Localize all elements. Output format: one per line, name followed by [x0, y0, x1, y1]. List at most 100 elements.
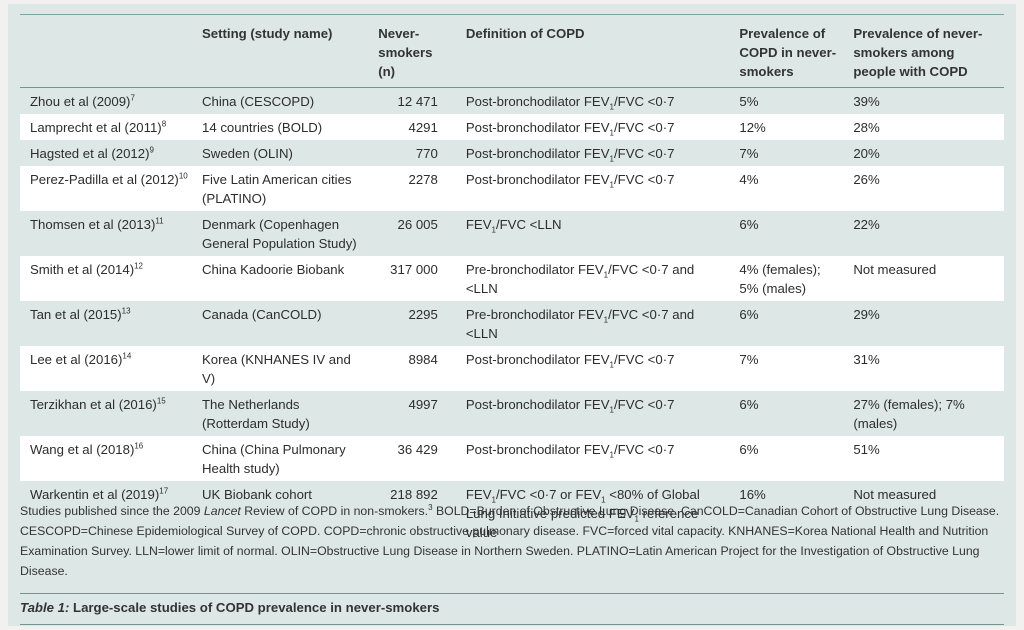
- reference-number: 16: [134, 441, 144, 451]
- definition-cell: Post-bronchodilator FEV1/FVC <0·7: [455, 114, 730, 140]
- never-smokers-count: 36 429: [368, 436, 456, 481]
- prevalence-cell: 6%: [739, 397, 759, 412]
- definition-text: /FVC <0·7 or FEV: [495, 487, 602, 502]
- study-name: Smith et al (2014): [30, 262, 135, 277]
- definition-text: Pre-bronchodilator FEV: [465, 262, 604, 277]
- prevalence-never-smokers-cell: 28%: [843, 114, 1004, 140]
- prevalence-cell: 5%: [739, 94, 759, 109]
- definition-cell: Post-bronchodilator FEV1/FVC <0·7: [455, 166, 730, 211]
- prevalence-never-smokers-cell: 26%: [843, 166, 1004, 211]
- definition-subscript: 1: [609, 405, 614, 415]
- studies-table: Setting (study name) Never-smokers (n) D…: [20, 18, 1004, 545]
- header-study: [20, 18, 196, 88]
- study-name: Lamprecht et al (2011): [30, 120, 162, 135]
- definition-text: Post-bronchodilator FEV: [465, 172, 610, 187]
- reference-number: 13: [121, 306, 131, 316]
- definition-text: /FVC <0·7: [613, 442, 675, 457]
- definition-cell: Pre-bronchodilator FEV1/FVC <0·7 and <LL…: [456, 301, 730, 346]
- table-footnote: Studies published since the 2009 Lancet …: [20, 501, 1004, 581]
- prevalence-cell: 7%: [729, 346, 844, 391]
- study-cell: Thomsen et al (2013)11: [20, 211, 196, 256]
- footnote-ref: 3: [428, 502, 433, 512]
- study-name: Hagsted et al (2012): [30, 146, 150, 161]
- study-name: Tan et al (2015): [30, 307, 122, 322]
- reference-number: 8: [161, 119, 167, 129]
- prevalence-never-smokers-cell: 51%: [843, 436, 1004, 481]
- definition-text: /FVC <0·7: [613, 172, 675, 187]
- setting-cell: China Kadoorie Biobank: [196, 256, 369, 301]
- prevalence-cell: 6%: [739, 307, 759, 322]
- setting-cell: Korea (KNHANES IV and V): [196, 346, 369, 391]
- definition-text: Post-bronchodilator FEV: [465, 94, 610, 109]
- caption-label: Table 1:: [20, 600, 70, 615]
- definition-text: /FVC <0·7: [613, 120, 675, 135]
- definition-cell: Post-bronchodilator FEV1/FVC <0·7: [456, 391, 730, 436]
- definition-text: Post-bronchodilator FEV: [465, 146, 610, 161]
- never-smokers-count: 26 005: [397, 217, 438, 232]
- table-row: Warkentin et al (2019)17 UK Biobank cohor…: [20, 481, 1004, 545]
- prevalence-cell: 12%: [729, 114, 844, 140]
- prevalence-never-smokers-cell: Not measured: [843, 256, 1004, 301]
- table-row: Lee et al (2016)14 Korea (KNHANES IV and …: [20, 346, 1004, 391]
- definition-subscript: 1: [601, 495, 606, 505]
- definition-text: /FVC <0·7 and <LLN: [465, 262, 695, 296]
- prevalence-cell: 4%: [729, 166, 844, 211]
- table-row: Wang et al (2018)16 China (China Pulmonar…: [20, 436, 1004, 481]
- prevalence-never-smokers-cell: Not measured: [853, 487, 937, 502]
- study-name: Terzikhan et al (2016): [30, 397, 157, 412]
- prevalence-cell: 16%: [739, 487, 766, 502]
- reference-number: 7: [130, 93, 135, 103]
- never-smokers-count: 12 471: [397, 94, 438, 109]
- never-smokers-count: 4997: [408, 397, 438, 412]
- definition-text: Post-bronchodilator FEV: [465, 442, 610, 457]
- setting-cell: China (CESCOPD): [202, 94, 315, 109]
- table-body: Zhou et al (2009)7 China (CESCOPD) 12 471 P…: [20, 88, 1004, 546]
- definition-subscript: 1: [609, 450, 614, 460]
- prevalence-cell: 7%: [739, 146, 759, 161]
- footnote-italic: Lancet: [203, 504, 241, 518]
- definition-cell: Post-bronchodilator FEV1/FVC <0·7: [455, 346, 730, 391]
- study-name: Warkentin et al (2019): [30, 487, 160, 502]
- never-smokers-count: 317 000: [368, 256, 456, 301]
- definition-text: /FVC <0·7: [613, 397, 675, 412]
- setting-cell: Five Latin American cities (PLATINO): [196, 166, 369, 211]
- prevalence-never-smokers-cell: 31%: [843, 346, 1004, 391]
- definition-cell: FEV1/FVC <0·7 or FEV1 <80% of Global Lun…: [456, 481, 730, 545]
- table-row: Lamprecht et al (2011)8 14 countries (BOL…: [20, 114, 1004, 140]
- header-definition: Definition of COPD: [455, 18, 730, 88]
- definition-cell: Pre-bronchodilator FEV1/FVC <0·7 and <LL…: [455, 256, 730, 301]
- table-row: Terzikhan et al (2016)15 The Netherlands …: [20, 391, 1004, 436]
- study-name: Lee et al (2016): [30, 352, 123, 367]
- definition-text: Post-bronchodilator FEV: [465, 352, 610, 367]
- definition-subscript: 1: [609, 360, 614, 370]
- table-row: Smith et al (2014)12 China Kadoorie Bioba…: [20, 256, 1004, 301]
- definition-subscript: 1: [603, 315, 609, 325]
- table-row: Perez-Padilla et al (2012)10 Five Latin A…: [20, 166, 1004, 211]
- setting-cell: Denmark (Copenhagen General Population S…: [202, 217, 357, 251]
- footnote-part3: BOLD=Burden of Obstructive Lung Disease.…: [20, 504, 1000, 578]
- definition-subscript: 1: [609, 102, 614, 112]
- study-cell: Lee et al (2016)14: [20, 346, 196, 391]
- header-row: Setting (study name) Never-smokers (n) D…: [20, 18, 1004, 88]
- table-row: Zhou et al (2009)7 China (CESCOPD) 12 471 P…: [20, 88, 1004, 115]
- study-name: Perez-Padilla et al (2012): [30, 172, 179, 187]
- setting-cell: Canada (CanCOLD): [202, 307, 322, 322]
- study-name: Wang et al (2018): [30, 442, 135, 457]
- definition-subscript: 1: [609, 180, 614, 190]
- definition-text: /FVC <0·7: [613, 146, 675, 161]
- definition-text: /FVC <0·7: [613, 352, 675, 367]
- never-smokers-count: 2295: [408, 307, 438, 322]
- definition-text: FEV: [465, 217, 492, 232]
- study-cell: Hagsted et al (2012)9: [20, 140, 196, 166]
- caption-rule: [20, 593, 1004, 594]
- definition-text: <80% of Global Lung Initiative predicted…: [465, 487, 700, 521]
- prevalence-never-smokers-cell: 20%: [853, 146, 880, 161]
- study-name: Zhou et al (2009): [30, 94, 131, 109]
- setting-cell: The Netherlands (Rotterdam Study): [202, 397, 310, 431]
- reference-number: 11: [155, 216, 164, 226]
- definition-text: reference value: [465, 506, 699, 540]
- never-smokers-count: 8984: [368, 346, 456, 391]
- prevalence-never-smokers-cell: 39%: [853, 94, 880, 109]
- definition-text: FEV: [465, 487, 492, 502]
- definition-text: /FVC <0·7: [613, 94, 675, 109]
